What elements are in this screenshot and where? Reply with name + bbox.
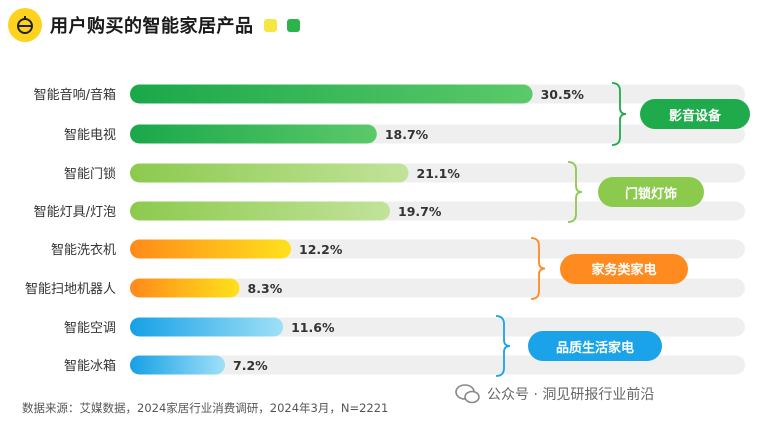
source-note: 数据来源：艾媒数据，2024家居行业消费调研，2024年3月，N=2221 <box>22 401 389 415</box>
value-label: 8.3% <box>248 281 283 296</box>
value-label: 11.6% <box>291 320 335 335</box>
group-bracket <box>611 82 627 146</box>
category-label: 智能音响/音箱 <box>34 87 116 103</box>
category-label: 智能灯具/灯泡 <box>34 205 116 220</box>
group-bracket <box>567 161 583 223</box>
group-bracket <box>530 237 546 300</box>
category-label: 智能空调 <box>64 321 116 336</box>
accent-square-green <box>286 18 300 32</box>
bar <box>130 317 284 337</box>
watermark-text: 公众号 · 洞见研报行业前沿 <box>487 387 655 403</box>
bar <box>130 201 391 221</box>
category-label: 智能冰箱 <box>64 358 116 374</box>
bar <box>130 239 292 259</box>
wechat-icon <box>455 384 480 404</box>
category-label: 智能扫地机器人 <box>25 282 116 297</box>
watermark: 公众号 · 洞见研报行业前沿 <box>455 383 654 405</box>
group-label-pill: 门锁灯饰 <box>598 177 704 207</box>
value-label: 19.7% <box>398 204 442 219</box>
page-title: 用户购买的智能家居产品 <box>50 16 254 37</box>
bar <box>130 163 409 183</box>
logo-icon <box>8 8 42 42</box>
bar <box>130 84 533 104</box>
category-label: 智能门锁 <box>64 166 116 182</box>
category-label: 智能电视 <box>64 128 116 143</box>
value-label: 18.7% <box>385 127 429 142</box>
bar <box>130 124 377 144</box>
value-label: 12.2% <box>299 242 343 257</box>
bar <box>130 278 240 298</box>
bar <box>130 355 226 375</box>
group-label-pill: 影音设备 <box>640 99 750 129</box>
accent-square-yellow <box>263 18 277 32</box>
value-label: 21.1% <box>417 166 461 181</box>
value-label: 30.5% <box>541 87 585 102</box>
value-label: 7.2% <box>233 358 268 373</box>
title-row: 用户购买的智能家居产品 <box>8 8 300 42</box>
group-label-pill: 品质生活家电 <box>528 331 662 361</box>
group-bracket <box>495 315 511 377</box>
category-label: 智能洗衣机 <box>51 242 116 258</box>
group-label-pill: 家务类家电 <box>560 253 688 284</box>
